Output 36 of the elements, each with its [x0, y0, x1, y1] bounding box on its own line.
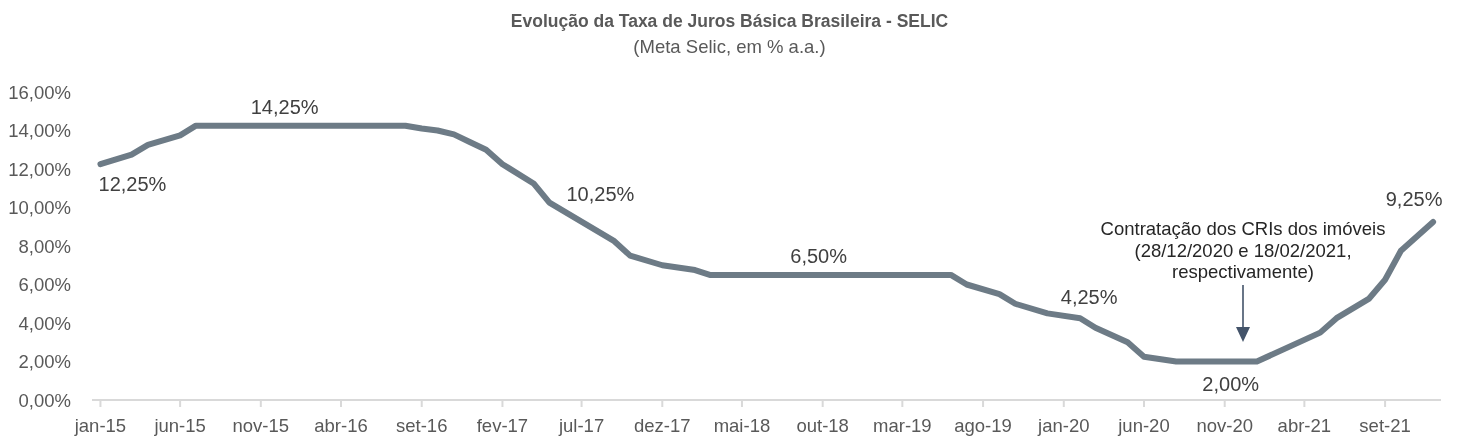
annotation: 6,50% — [790, 244, 848, 267]
annotation: 2,00% — [1202, 372, 1260, 395]
x-tick-label: set-21 — [1359, 415, 1411, 436]
chart-title: Evolução da Taxa de Juros Básica Brasileira - SELIC — [510, 11, 949, 31]
y-tick-label: 12,00% — [8, 158, 71, 180]
x-tick-label: jan-15 — [73, 415, 127, 436]
y-tick-label: 6,00% — [18, 274, 71, 295]
x-tick-label: abr-21 — [1277, 415, 1332, 436]
annotation: 4,25% — [1060, 286, 1118, 309]
x-tick-label: fev-17 — [476, 415, 529, 436]
x-tick-label: jan-20 — [1037, 415, 1090, 436]
x-tick-label: set-16 — [396, 415, 448, 436]
x-tick-label: jul-17 — [557, 415, 605, 436]
x-tick-label: nov-15 — [232, 415, 290, 436]
annotation: 10,25% — [566, 182, 635, 205]
y-tick-label: 0,00% — [18, 389, 71, 411]
y-tick-label: 8,00% — [18, 235, 71, 257]
y-tick-label: 2,00% — [18, 351, 71, 372]
y-tick-label: 10,00% — [8, 197, 71, 218]
x-tick-label: jun-15 — [153, 415, 206, 436]
annotation: 9,25% — [1385, 187, 1443, 210]
x-tick-label: mai-18 — [713, 415, 771, 436]
y-tick-label: 4,00% — [18, 312, 71, 334]
x-tick-label: mar-19 — [873, 415, 932, 436]
x-tick-label: nov-20 — [1196, 415, 1253, 436]
x-tick-label: out-18 — [796, 415, 849, 436]
x-tick-label: ago-19 — [954, 415, 1012, 436]
y-tick-label: 14,00% — [8, 120, 71, 141]
x-tick-label: jun-20 — [1117, 415, 1170, 436]
chart-subtitle: (Meta Selic, em % a.a.) — [633, 36, 826, 57]
x-tick-label: abr-16 — [314, 415, 368, 436]
annotation: 12,25% — [98, 173, 167, 196]
annotation: Contratação dos CRIs dos imóveis (28/12/2020 e 18/02/2021, respectivamente) — [1100, 218, 1386, 282]
annotation: 14,25% — [250, 95, 319, 118]
y-tick-label: 16,00% — [8, 81, 71, 103]
x-tick-label: dez-17 — [634, 415, 691, 436]
